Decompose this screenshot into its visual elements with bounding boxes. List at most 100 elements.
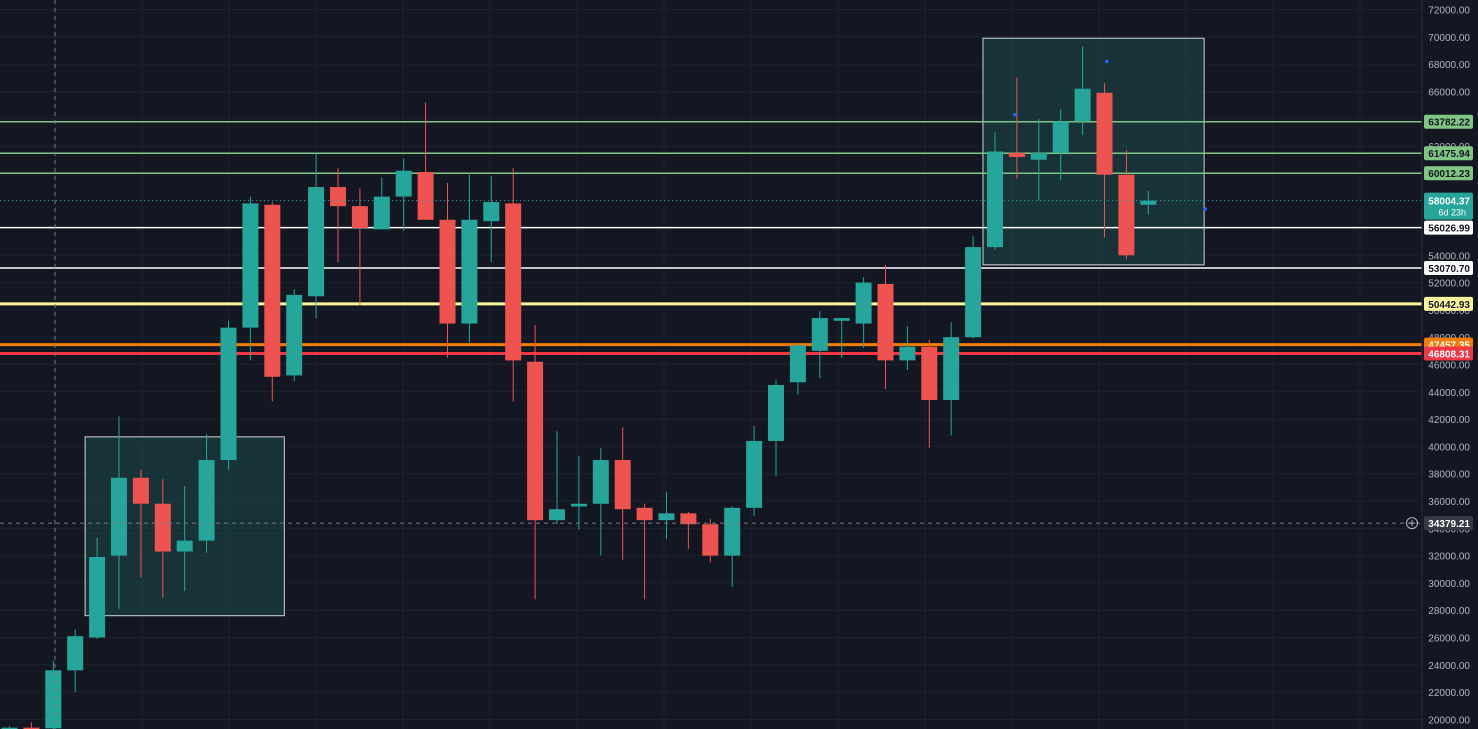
candle-body	[855, 282, 872, 324]
candle-body	[330, 187, 346, 207]
candle-body	[702, 524, 719, 556]
candle-body	[242, 203, 259, 328]
level-label: 60012.23	[1428, 169, 1470, 180]
price-tick-label: 24000.00	[1428, 661, 1470, 672]
marker-dot	[1203, 207, 1208, 211]
candle-body	[1118, 174, 1135, 256]
price-tick-label: 38000.00	[1428, 470, 1470, 481]
price-tick-label: 32000.00	[1428, 552, 1470, 563]
price-tick-label: 72000.00	[1428, 6, 1470, 17]
candle-body	[417, 172, 434, 220]
price-tick-label: 66000.00	[1428, 87, 1470, 98]
candle-body	[220, 327, 237, 461]
candle-body	[1140, 200, 1157, 205]
candle-body	[264, 204, 281, 377]
level-labels: 63782.22 61475.94 60012.23 56026.99 53070.70…	[1406, 114, 1473, 531]
candle-body	[176, 540, 193, 552]
candle-body	[89, 556, 106, 638]
candle-body	[439, 219, 456, 324]
crosshair-label-background	[1424, 516, 1473, 531]
candle-body	[987, 151, 1003, 248]
level-label-background	[1424, 146, 1473, 161]
price-tick-label: 54000.00	[1428, 251, 1470, 262]
candle-body	[965, 247, 982, 338]
price-tick-label: 22000.00	[1428, 688, 1470, 699]
level-label: 50442.93	[1428, 300, 1470, 311]
price-tick-label: 44000.00	[1428, 388, 1470, 399]
candle-body	[789, 345, 806, 383]
candle-body	[483, 202, 500, 222]
crosshair	[0, 0, 1422, 729]
candle-body	[943, 337, 960, 400]
candle-body	[636, 507, 653, 521]
candle-body	[811, 318, 828, 351]
level-label-background	[1424, 166, 1473, 181]
candle-body	[680, 513, 697, 525]
level-label: 47457.35	[1428, 341, 1470, 352]
candle-body	[592, 460, 609, 504]
price-tick-label: 30000.00	[1428, 579, 1470, 590]
candle-body	[198, 460, 215, 541]
candle-body	[746, 440, 763, 508]
candle-body	[768, 384, 784, 441]
candle-body	[154, 503, 171, 552]
price-tick-label: 68000.00	[1428, 60, 1470, 71]
horizontal-levels[interactable]	[0, 120, 1422, 355]
markers	[1012, 59, 1208, 211]
candle-body	[45, 670, 62, 729]
candle-body	[351, 206, 368, 228]
candle-body	[373, 196, 390, 230]
price-tick-label: 20000.00	[1428, 715, 1470, 726]
level-label-background	[1424, 296, 1473, 311]
candle-body	[658, 513, 675, 521]
level-label-background	[1424, 260, 1473, 275]
candle-body	[1008, 152, 1025, 157]
candle-body	[23, 727, 40, 729]
candle-body	[395, 170, 412, 197]
candle-body	[1096, 92, 1113, 175]
current-price-badge	[1424, 192, 1473, 220]
candle-body	[505, 203, 522, 361]
candle-body	[899, 346, 916, 361]
countdown-label: 6d 23h	[1438, 208, 1466, 218]
price-tick-label: 70000.00	[1428, 33, 1470, 44]
candle-body	[1030, 152, 1047, 160]
candle-body	[67, 636, 84, 671]
candle-body	[724, 507, 741, 556]
price-tick-label: 40000.00	[1428, 442, 1470, 453]
candle-body	[461, 219, 478, 324]
candle-body	[549, 509, 565, 521]
plus-circle-icon[interactable]	[1406, 517, 1418, 530]
level-label: 46808.31	[1428, 349, 1470, 360]
candle-body	[877, 283, 894, 361]
candle-body	[614, 460, 631, 510]
price-tick-label: 52000.00	[1428, 279, 1470, 290]
candle-body	[1074, 88, 1091, 122]
current-price-label: 58004.37	[1428, 197, 1470, 208]
marker-dot	[1012, 112, 1017, 117]
candle-body	[132, 477, 149, 504]
candle-body	[570, 503, 587, 507]
candles	[1, 46, 1157, 729]
candle-body	[1052, 121, 1069, 153]
candle-body	[527, 361, 544, 521]
level-label: 56026.99	[1428, 224, 1470, 235]
candle-body	[308, 187, 325, 297]
price-tick-label: 46000.00	[1428, 361, 1470, 372]
price-tick-label: 28000.00	[1428, 606, 1470, 617]
rectangle-drawing[interactable]	[982, 37, 1205, 266]
candle-body	[921, 346, 938, 400]
level-label-background	[1424, 220, 1473, 235]
price-tick-label: 50000.00	[1428, 306, 1470, 317]
crosshair-label: 34379.21	[1428, 519, 1470, 530]
price-tick-label: 36000.00	[1428, 497, 1470, 508]
level-label-background	[1424, 346, 1473, 361]
level-label: 53070.70	[1428, 264, 1470, 275]
candle-body	[286, 294, 303, 376]
level-label: 63782.22	[1428, 118, 1470, 129]
candle-body	[111, 477, 127, 556]
candle-body	[1, 727, 18, 729]
marker-dot	[1104, 59, 1109, 64]
